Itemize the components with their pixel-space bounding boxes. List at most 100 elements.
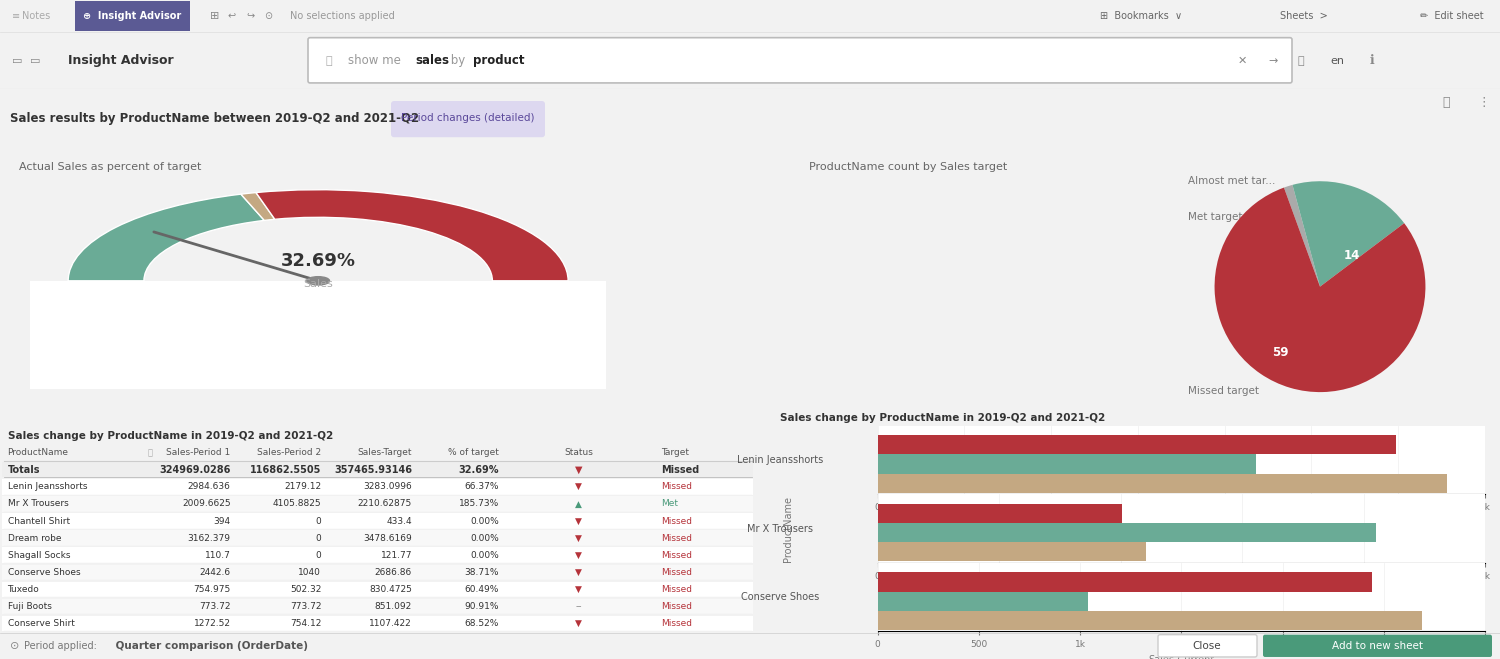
Text: ✏  Edit sheet: ✏ Edit sheet bbox=[1420, 11, 1484, 21]
Text: ▭: ▭ bbox=[12, 56, 22, 66]
Text: ↩: ↩ bbox=[228, 11, 236, 21]
Text: 0: 0 bbox=[315, 517, 321, 525]
FancyBboxPatch shape bbox=[1158, 635, 1257, 657]
Y-axis label: Mr X Trousers: Mr X Trousers bbox=[747, 523, 813, 534]
Text: Close: Close bbox=[1192, 641, 1221, 651]
Bar bbox=[878, 455, 1256, 474]
Text: 2179.12: 2179.12 bbox=[284, 482, 321, 492]
Text: ▼: ▼ bbox=[574, 585, 582, 594]
Text: ▼: ▼ bbox=[574, 534, 582, 542]
Text: ProductName count by Sales target: ProductName count by Sales target bbox=[810, 162, 1008, 172]
FancyBboxPatch shape bbox=[30, 281, 606, 389]
Text: Sales-Target: Sales-Target bbox=[357, 448, 413, 457]
Text: 4105.8825: 4105.8825 bbox=[273, 500, 321, 509]
Text: Missed: Missed bbox=[662, 517, 693, 525]
Text: Dream robe: Dream robe bbox=[8, 534, 62, 542]
Bar bbox=[878, 504, 1122, 523]
Text: 185.73%: 185.73% bbox=[459, 500, 500, 509]
Text: ⊙: ⊙ bbox=[264, 11, 272, 21]
Text: Lenin Jeansshorts: Lenin Jeansshorts bbox=[8, 482, 87, 492]
Text: ⊞  Bookmarks  ∨: ⊞ Bookmarks ∨ bbox=[1100, 11, 1182, 21]
Text: 754.12: 754.12 bbox=[290, 619, 321, 628]
Text: 2210.62875: 2210.62875 bbox=[358, 500, 413, 509]
FancyBboxPatch shape bbox=[2, 496, 753, 511]
Text: Insight Advisor: Insight Advisor bbox=[68, 54, 174, 67]
Text: Sales-Period 2: Sales-Period 2 bbox=[256, 448, 321, 457]
Text: 0.00%: 0.00% bbox=[470, 534, 500, 542]
Text: Sales-Period 1: Sales-Period 1 bbox=[166, 448, 231, 457]
Text: product: product bbox=[472, 54, 525, 67]
Text: 3478.6169: 3478.6169 bbox=[363, 534, 413, 542]
Text: Tuxedo: Tuxedo bbox=[8, 585, 39, 594]
FancyBboxPatch shape bbox=[1263, 635, 1492, 657]
Text: Fuji Boots: Fuji Boots bbox=[8, 602, 51, 611]
Bar bbox=[878, 611, 1422, 630]
Text: 502.32: 502.32 bbox=[290, 585, 321, 594]
Text: 60.49%: 60.49% bbox=[465, 585, 500, 594]
Text: ▼: ▼ bbox=[574, 551, 582, 559]
Text: →: → bbox=[1268, 56, 1278, 66]
Text: Conserve Shoes: Conserve Shoes bbox=[8, 568, 80, 577]
FancyBboxPatch shape bbox=[308, 38, 1292, 83]
Text: Notes: Notes bbox=[22, 11, 51, 21]
Text: 1040: 1040 bbox=[298, 568, 321, 577]
Text: ⤢: ⤢ bbox=[1443, 96, 1450, 109]
Text: 68.52%: 68.52% bbox=[465, 619, 500, 628]
Text: Met target: Met target bbox=[1188, 212, 1242, 222]
Text: 324969.0286: 324969.0286 bbox=[159, 465, 231, 475]
Text: 433.4: 433.4 bbox=[387, 517, 412, 525]
Wedge shape bbox=[256, 190, 568, 281]
Wedge shape bbox=[1215, 188, 1425, 392]
Text: Almost met tar...: Almost met tar... bbox=[1188, 177, 1275, 186]
FancyBboxPatch shape bbox=[2, 616, 753, 631]
Bar bbox=[878, 592, 1088, 611]
FancyBboxPatch shape bbox=[2, 598, 753, 614]
Text: Sheets  >: Sheets > bbox=[1280, 11, 1328, 21]
Text: 116862.5505: 116862.5505 bbox=[251, 465, 321, 475]
Text: 32.69%: 32.69% bbox=[280, 252, 356, 270]
Text: Missed: Missed bbox=[662, 585, 693, 594]
Text: 2442.6: 2442.6 bbox=[200, 568, 231, 577]
Bar bbox=[878, 523, 1377, 542]
Text: 110.7: 110.7 bbox=[204, 551, 231, 559]
Text: ▼: ▼ bbox=[574, 482, 582, 492]
Text: Quarter comparison (OrderDate): Quarter comparison (OrderDate) bbox=[112, 641, 308, 651]
Text: ProductName: ProductName bbox=[8, 448, 69, 457]
Text: Missed: Missed bbox=[662, 602, 693, 611]
Text: ⋮: ⋮ bbox=[1478, 96, 1490, 109]
Text: --: -- bbox=[574, 602, 582, 611]
Text: 773.72: 773.72 bbox=[290, 602, 321, 611]
Text: 1107.422: 1107.422 bbox=[369, 619, 413, 628]
Text: ≡: ≡ bbox=[12, 11, 20, 21]
Text: 2009.6625: 2009.6625 bbox=[182, 500, 231, 509]
X-axis label: Sales-Current: Sales-Current bbox=[1148, 655, 1215, 659]
Text: 0.00%: 0.00% bbox=[470, 517, 500, 525]
Bar bbox=[878, 542, 1146, 561]
Text: 32.69%: 32.69% bbox=[459, 465, 500, 475]
Text: Mr X Trousers: Mr X Trousers bbox=[8, 500, 69, 509]
Text: Met: Met bbox=[662, 500, 678, 509]
FancyBboxPatch shape bbox=[2, 565, 753, 580]
Text: 0.00%: 0.00% bbox=[38, 292, 69, 302]
FancyBboxPatch shape bbox=[2, 530, 753, 546]
Text: ↪: ↪ bbox=[246, 11, 254, 21]
Wedge shape bbox=[242, 192, 274, 220]
Text: ⊙: ⊙ bbox=[10, 641, 20, 651]
Text: 14: 14 bbox=[1344, 248, 1360, 262]
Bar bbox=[878, 436, 1395, 455]
FancyBboxPatch shape bbox=[2, 582, 753, 597]
Text: ✕: ✕ bbox=[1238, 56, 1248, 66]
Text: Sales change by ProductName in 2019-Q2 and 2021-Q2: Sales change by ProductName in 2019-Q2 a… bbox=[780, 413, 1106, 423]
Text: Chantell Shirt: Chantell Shirt bbox=[8, 517, 69, 525]
Text: ▲: ▲ bbox=[574, 500, 582, 509]
Text: Status: Status bbox=[564, 448, 592, 457]
Y-axis label: Lenin Jeansshorts: Lenin Jeansshorts bbox=[736, 455, 824, 465]
Text: Missed: Missed bbox=[662, 534, 693, 542]
Text: 121.77: 121.77 bbox=[381, 551, 412, 559]
Text: Sales results by ProductName between 2019-Q2 and 2021-Q2: Sales results by ProductName between 201… bbox=[10, 111, 419, 125]
Text: Actual Sales as percent of target: Actual Sales as percent of target bbox=[20, 162, 201, 172]
Text: ▼: ▼ bbox=[574, 465, 582, 475]
Text: en: en bbox=[1330, 56, 1344, 66]
Bar bbox=[878, 573, 1372, 592]
Text: Conserve Shirt: Conserve Shirt bbox=[8, 619, 75, 628]
